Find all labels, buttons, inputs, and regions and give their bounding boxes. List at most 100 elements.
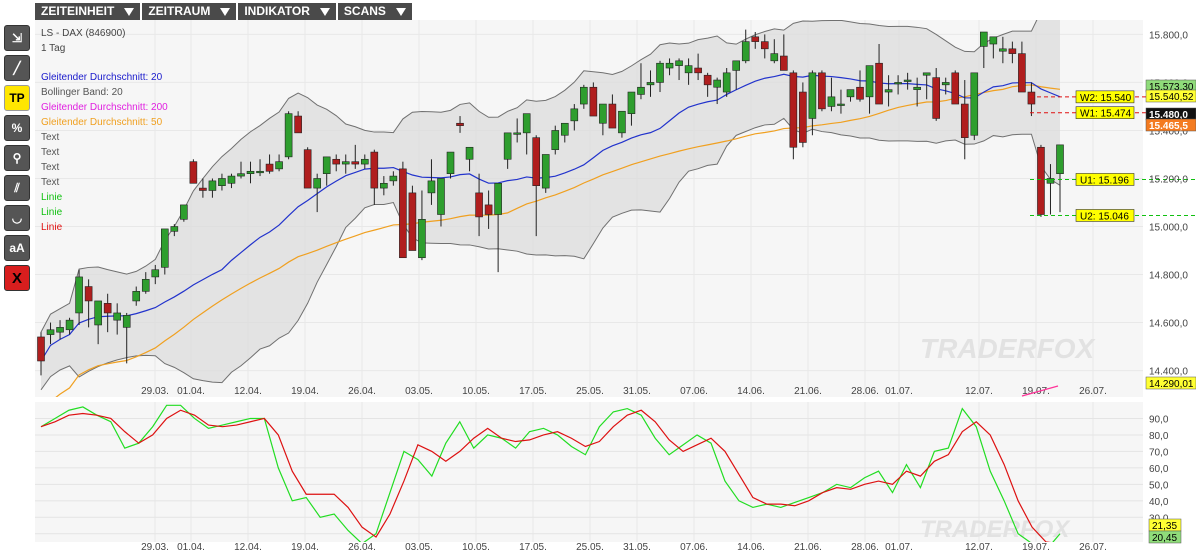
candle-body [770, 53, 779, 62]
candle-body [351, 161, 360, 165]
instrument-title: LS - DAX (846900) [41, 28, 126, 39]
candle-body [608, 103, 617, 129]
price-tick-label: 15.400,0 [1149, 126, 1188, 137]
candle-body [989, 36, 998, 45]
candle-body [1027, 91, 1036, 105]
candle-body [141, 279, 150, 292]
price-marker-box [1145, 376, 1196, 390]
date-tick-label: 25.05. [576, 542, 604, 553]
price-marker-box [1145, 118, 1196, 132]
level-box [1075, 106, 1135, 119]
candle-body [294, 115, 302, 134]
candle-body [999, 48, 1007, 52]
candle-body [1037, 146, 1045, 215]
pink-annotation [1021, 385, 1059, 397]
indicator-legend-item[interactable]: Bollinger Band: 20 [41, 87, 123, 98]
date-tick-label: 12.07. [965, 542, 993, 553]
candle-body [189, 161, 198, 184]
level-label: U2: 15.046 [1080, 211, 1129, 222]
bollinger-upper-line [40, 20, 1038, 333]
candle-body [551, 130, 560, 150]
candle-body [789, 72, 798, 148]
indicator-legend-item[interactable]: Linie [41, 222, 63, 233]
date-tick-label: 12.04. [234, 386, 262, 397]
stoch-marker-label: 21,35 [1152, 521, 1177, 532]
indicator-legend-item[interactable]: Linie [41, 207, 63, 218]
candle-body [84, 286, 93, 302]
indicator-legend-item[interactable]: Text [41, 162, 60, 173]
tp-button[interactable]: TP [4, 85, 30, 111]
menu-scans[interactable]: SCANS [337, 3, 412, 20]
candle-body [922, 72, 931, 76]
candle-body [180, 204, 188, 220]
candle-body [589, 86, 598, 117]
candle-body [437, 178, 445, 215]
drawing-toolbar: ⇲ ╱ TP% ⚲ ⫽ ◡ aA X [4, 25, 32, 295]
candle-body [913, 86, 921, 90]
indicator-legend-item[interactable]: Gleitender Durchschnitt: 200 [41, 102, 168, 113]
date-tick-label: 12.04. [234, 542, 262, 553]
indicator-legend-item[interactable]: Text [41, 177, 60, 188]
date-tick-label: 31.05. [623, 386, 651, 397]
candle-body [694, 67, 702, 74]
candle-body [446, 151, 455, 174]
date-tick-label: 29.03. [141, 542, 169, 553]
price-tick-label: 15.200,0 [1149, 174, 1188, 185]
level-label: U1: 15.196 [1080, 175, 1129, 186]
indicator-legend-item[interactable]: Text [41, 132, 60, 143]
date-tick-label: 10.05. [462, 542, 490, 553]
candle-body [637, 86, 645, 95]
candle-body [627, 91, 636, 114]
date-tick-label: 26.07. [1079, 386, 1107, 397]
candle-body [780, 55, 788, 71]
bollinger-lower-line [40, 117, 1061, 391]
menu-indikator[interactable]: INDIKATOR [238, 3, 336, 20]
candle-body [256, 170, 264, 174]
candle-body [408, 192, 417, 251]
candle-body [341, 161, 350, 165]
level-label: W2: 15.540 [1080, 93, 1132, 104]
line-tool-icon[interactable]: ╱ [4, 55, 30, 81]
date-tick-label: 19.04. [291, 386, 319, 397]
date-tick-label: 29.03. [141, 386, 169, 397]
menu-label: SCANS [343, 4, 386, 18]
date-tick-label: 01.07. [885, 542, 913, 553]
price-tick-label: 14.800,0 [1149, 271, 1188, 282]
menu-zeitraum[interactable]: ZEITRAUM [142, 3, 237, 20]
candle-body [151, 269, 160, 278]
zoom-tool-icon[interactable]: ⚲ [4, 145, 30, 171]
date-tick-label: 01.04. [177, 386, 205, 397]
indicator-legend-item[interactable]: Gleitender Durchschnitt: 50 [41, 117, 163, 128]
date-tick-label: 14.06. [737, 542, 765, 553]
text-size-tool-icon[interactable]: aA [4, 235, 30, 261]
level-box [1075, 173, 1135, 186]
date-tick-label: 21.06. [794, 386, 822, 397]
candle-body [722, 72, 731, 93]
percent-tool-icon[interactable]: % [4, 115, 30, 141]
candle-body [970, 72, 979, 136]
candle-body [941, 82, 950, 86]
parallel-lines-tool-icon[interactable]: ⫽ [4, 175, 30, 201]
stoch-tick-label: 70,0 [1149, 447, 1169, 458]
candle-body [522, 113, 531, 134]
indicator-legend-item[interactable]: Text [41, 147, 60, 158]
candle-body [884, 89, 893, 93]
date-tick-label: 19.04. [291, 542, 319, 553]
cursor-tool-icon[interactable]: ⇲ [4, 25, 30, 51]
curve-tool-icon[interactable]: ◡ [4, 205, 30, 231]
candle-body [46, 329, 55, 335]
date-tick-label: 31.05. [623, 542, 651, 553]
date-tick-label: 14.06. [737, 386, 765, 397]
indicator-legend-item[interactable]: Linie [41, 192, 63, 203]
candle-body [265, 163, 274, 172]
delete-tool-icon[interactable]: X [4, 265, 30, 291]
price-marker-label: 15.540,52 [1149, 92, 1194, 103]
menu-zeiteinheit[interactable]: ZEITEINHEIT [35, 3, 141, 20]
candle-body [56, 327, 64, 333]
price-marker-label: 15.480,0 [1149, 110, 1188, 121]
candle-body [541, 154, 550, 189]
candle-body [37, 336, 45, 362]
indicator-legend-item[interactable]: Gleitender Durchschnitt: 20 [41, 72, 163, 83]
candle-body [218, 178, 226, 186]
